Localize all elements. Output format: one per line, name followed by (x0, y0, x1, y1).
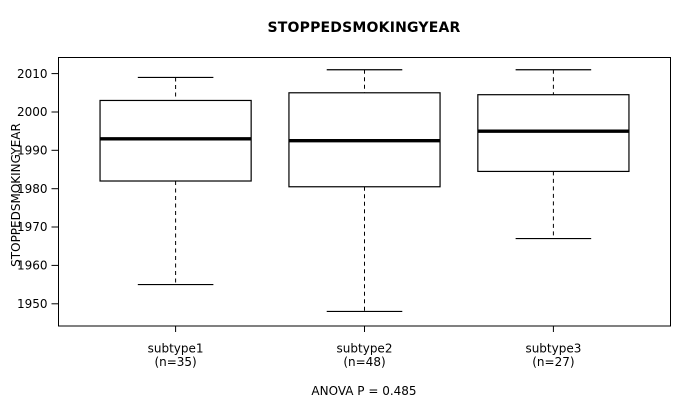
y-axis-tick-label: 1950 (17, 297, 48, 311)
y-axis-tick-label: 1990 (17, 144, 48, 158)
category-name-line: subtype1 (148, 342, 204, 356)
boxplot-group-subtype2: subtype2 (n=48) (288, 69, 441, 370)
iqr-box (99, 99, 252, 182)
category-label: subtype1 (n=35) (148, 342, 204, 370)
chart-title: STOPPEDSMOKINGYEAR (267, 20, 461, 36)
category-count-line: (n=48) (343, 355, 385, 369)
y-axis-tick-label: 1970 (17, 220, 48, 234)
boxplot-group-subtype1: subtype1 (n=35) (99, 76, 252, 370)
y-axis-tick-label: 1980 (17, 182, 48, 196)
iqr-box (477, 94, 630, 173)
category-name-line: subtype2 (337, 342, 393, 356)
category-name-line: subtype3 (525, 342, 581, 356)
category-count-line: (n=35) (154, 355, 196, 369)
boxplot-group-subtype3: subtype3 (n=27) (477, 69, 630, 370)
category-label: subtype3 (n=27) (525, 342, 581, 370)
y-axis-tick-label: 2010 (17, 67, 48, 81)
category-count-line: (n=27) (532, 355, 574, 369)
anova-annotation: ANOVA P = 0.485 (311, 384, 417, 398)
category-label: subtype2 (n=48) (337, 342, 393, 370)
y-axis-title: STOPPEDSMOKINGYEAR (9, 123, 23, 267)
y-axis-tick-label: 1960 (17, 259, 48, 273)
y-axis-tick-label: 2000 (17, 105, 48, 119)
